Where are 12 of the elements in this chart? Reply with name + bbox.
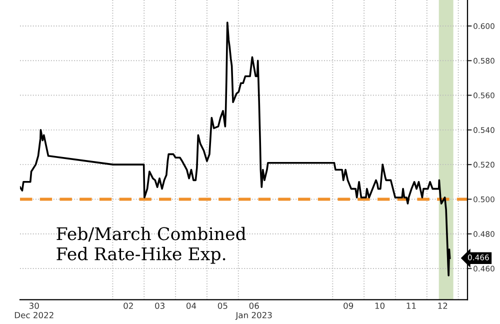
x-tick-label: 02 <box>124 302 133 309</box>
x-tick-label: 30 Dec 2022 <box>14 302 54 318</box>
x-tick-label: 05 <box>218 302 228 309</box>
x-tick-label: 09 <box>344 302 354 309</box>
line-series <box>20 22 451 276</box>
annotation: Feb/March Combined Fed Rate-Hike Exp. <box>56 226 246 264</box>
x-tick-label: 12 <box>438 302 448 309</box>
x-tick-label: 04 <box>186 302 196 309</box>
x-tick-label: 10 <box>375 302 385 309</box>
x-tick-label: 11 <box>406 302 416 309</box>
x-tick-label: 06 Jan 2023 <box>235 302 272 320</box>
x-tick-label: 03 <box>155 302 164 309</box>
